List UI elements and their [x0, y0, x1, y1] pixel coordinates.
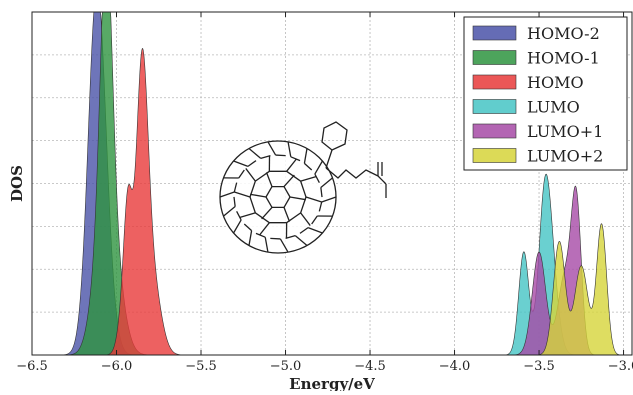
legend-label: HOMO-1 [527, 49, 600, 68]
x-tick-label: −4.5 [354, 359, 386, 374]
x-tick-label: −4.0 [439, 359, 471, 374]
y-axis-label: DOS [8, 165, 26, 202]
legend-label: LUMO+2 [527, 147, 603, 166]
legend-swatch [473, 124, 516, 138]
legend-swatch [473, 100, 516, 114]
legend-swatch [473, 51, 516, 65]
legend-label: HOMO [527, 73, 584, 92]
legend-swatch [473, 149, 516, 163]
legend: HOMO-2 HOMO-1 HOMO LUMO LUMO+1 LUMO+2 [464, 17, 627, 170]
x-tick-label: −3.5 [523, 359, 555, 374]
legend-swatch [473, 75, 516, 89]
x-tick-label: −5.0 [270, 359, 302, 374]
x-tick-label: −5.5 [185, 359, 217, 374]
x-tick-label: −6.5 [16, 359, 48, 374]
legend-swatch [473, 26, 516, 40]
x-tick-label: −6.0 [101, 359, 133, 374]
legend-label: HOMO-2 [527, 24, 600, 43]
pcbm-molecule-drawing [220, 122, 386, 253]
x-tick-label: −3.0 [608, 359, 633, 374]
legend-label: LUMO+1 [527, 122, 603, 141]
legend-label: LUMO [527, 98, 580, 117]
x-axis-label: Energy/eV [289, 375, 375, 391]
